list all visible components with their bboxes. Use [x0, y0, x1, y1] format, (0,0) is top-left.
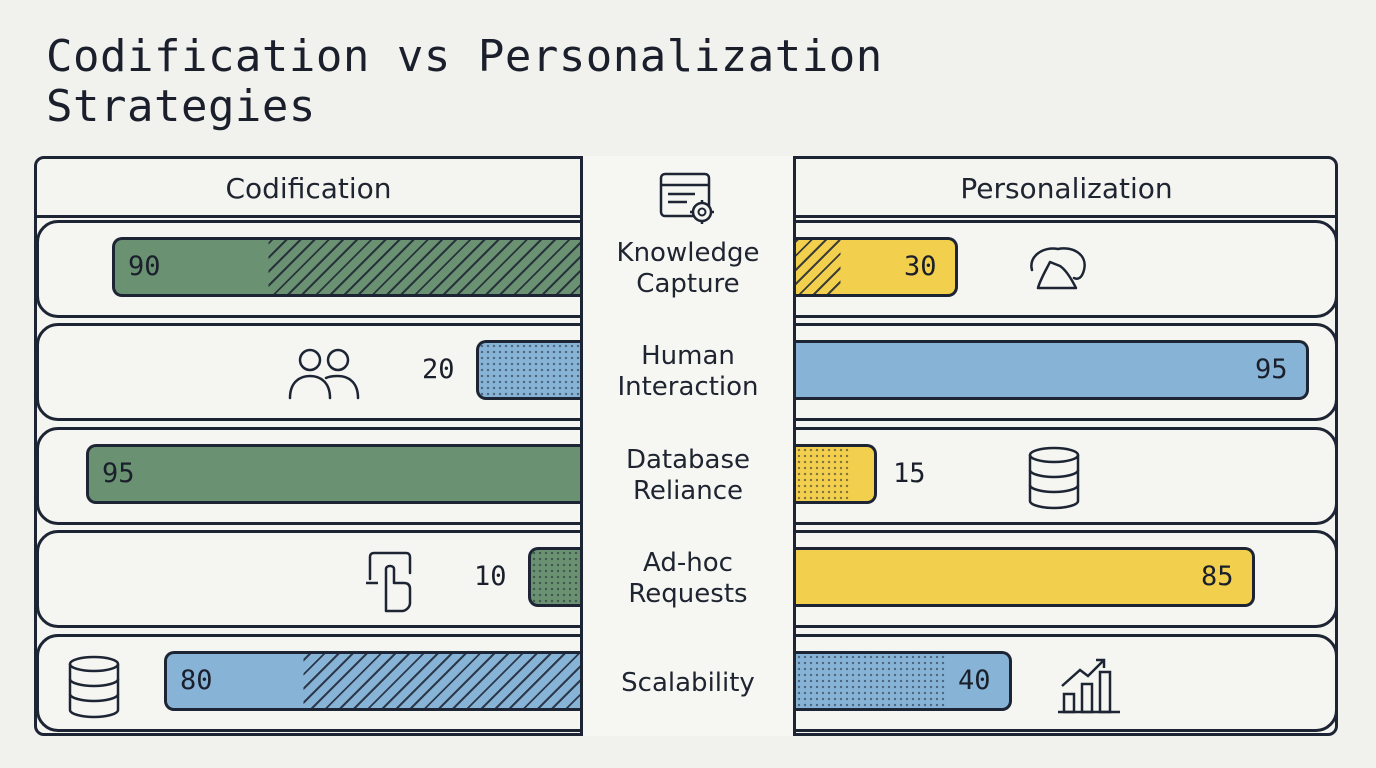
bar-codification — [164, 651, 580, 711]
chart-title: Codification vs Personalization Strategi… — [46, 32, 883, 132]
people-icon — [286, 346, 362, 402]
value-label-personalization: 95 — [1255, 354, 1288, 385]
value-label-codification: 20 — [422, 354, 455, 385]
bar-personalization — [796, 651, 1012, 711]
bar-codification — [86, 444, 580, 504]
bar-personalization — [796, 547, 1255, 607]
header-divider-right — [796, 215, 1337, 218]
value-label-codification: 90 — [128, 251, 161, 282]
header-divider-left — [37, 215, 580, 218]
hand-pointer-icon — [364, 549, 420, 615]
bar-codification — [476, 340, 580, 400]
chart-title-line-2: Strategies — [46, 81, 316, 132]
metric-label: Ad-hoc Requests — [628, 548, 748, 609]
value-label-personalization: 85 — [1201, 561, 1234, 592]
bar-codification — [112, 237, 580, 297]
metric-label: Database Reliance — [625, 445, 751, 506]
bar-personalization — [796, 444, 877, 504]
document-gear-icon — [657, 170, 717, 230]
value-label-codification: 10 — [474, 561, 507, 592]
brain-icon — [1022, 240, 1092, 300]
database-icon — [1024, 445, 1084, 511]
value-label-codification: 95 — [102, 458, 135, 489]
value-label-personalization: 15 — [893, 458, 926, 489]
metric-label: Human Interaction — [617, 341, 759, 402]
bar-personalization — [796, 237, 958, 297]
header-personalization: Personalization — [960, 171, 1173, 205]
metric-label: Scalability — [621, 667, 755, 698]
bar-personalization — [796, 340, 1309, 400]
metric-label: Knowledge Capture — [616, 238, 760, 299]
value-label-personalization: 30 — [904, 251, 937, 282]
value-label-codification: 80 — [180, 665, 213, 696]
growth-chart-icon — [1054, 654, 1124, 716]
metric-column — [580, 156, 796, 736]
header-codification: Codification — [225, 171, 392, 205]
chart-title-line-1: Codification vs Personalization — [46, 31, 883, 82]
database-icon — [64, 654, 124, 720]
value-label-personalization: 40 — [958, 665, 991, 696]
bar-codification — [528, 547, 580, 607]
